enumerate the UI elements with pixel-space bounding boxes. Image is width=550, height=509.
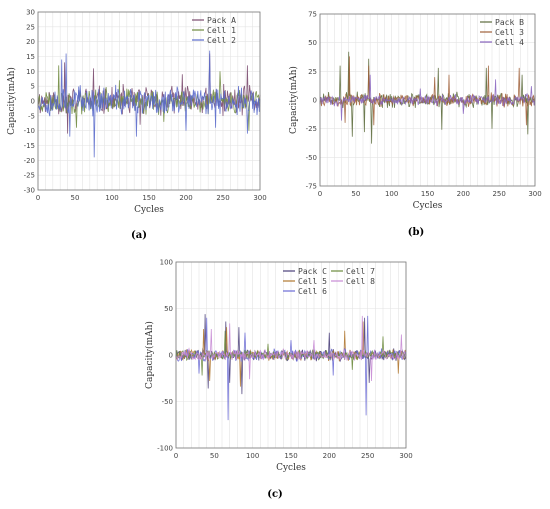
legend-entry: Cell 6 <box>298 287 327 296</box>
y-tick-label: 20 <box>26 38 35 46</box>
chart-panel-a: 0 50 100 150 200 250 300302520151050-5-10-15-2… <box>6 9 267 242</box>
y-axis-label: Capacity(mAh) <box>6 67 17 135</box>
legend-entry: Cell 8 <box>346 277 375 286</box>
x-tick-label: 50 <box>71 194 80 202</box>
legend-entry: Pack C <box>298 267 327 276</box>
x-tick-label: 0 <box>36 194 40 202</box>
x-axis-label: Cycles <box>276 463 306 473</box>
legend-entry: Cell 2 <box>207 36 236 45</box>
y-tick-label: -100 <box>157 445 173 453</box>
chart-panel-c: 0 50 100 150 200 250 300 100 50 0 -50 -100 Cycles Cap… <box>144 259 413 501</box>
y-tick-label: 0 <box>313 97 317 105</box>
panel-label: (a) <box>131 230 147 241</box>
y-tick-label: -5 <box>28 112 35 120</box>
y-tick-label: -30 <box>24 187 35 195</box>
x-tick-label: 100 <box>246 452 259 460</box>
series-line-cell-2 <box>37 50 261 158</box>
x-tick-label: 50 <box>351 190 360 198</box>
x-tick-label: 150 <box>421 190 434 198</box>
x-tick-label: 150 <box>142 194 155 202</box>
y-tick-label: 0 <box>31 98 35 106</box>
y-tick-label: -25 <box>306 125 317 133</box>
legend-entry: Cell 1 <box>207 26 236 35</box>
x-axis-label: Cycles <box>413 201 443 211</box>
y-tick-label: 10 <box>26 68 35 76</box>
legend-entry: Cell 4 <box>495 38 524 47</box>
plot-frame <box>175 261 407 449</box>
x-tick-label: 250 <box>216 194 229 202</box>
x-tick-label: 200 <box>457 190 470 198</box>
x-tick-label: 200 <box>179 194 192 202</box>
chart-panel-b: 0 50 100 150 200 250 3007550250-25-50-75Cycles… <box>288 11 542 239</box>
plot-frame <box>37 11 261 191</box>
y-tick-label: 25 <box>26 23 35 31</box>
legend-entry: Cell 5 <box>298 277 327 286</box>
y-tick-label: 50 <box>164 305 173 313</box>
y-tick-label: -15 <box>24 142 35 150</box>
legend-entry: Pack B <box>495 18 524 27</box>
legend-entry: Cell 7 <box>346 267 375 276</box>
y-tick-label: -10 <box>24 127 35 135</box>
y-tick-label: -25 <box>24 172 35 180</box>
x-tick-label: 300 <box>399 452 412 460</box>
y-tick-label: 50 <box>308 39 317 47</box>
legend-entry: Pack A <box>207 16 236 25</box>
series-line-cell-4 <box>319 74 536 121</box>
x-tick-label: 50 <box>210 452 219 460</box>
y-tick-label: -50 <box>306 154 317 162</box>
x-tick-label: 0 <box>318 190 322 198</box>
y-tick-label: 25 <box>308 68 317 76</box>
y-tick-label: 15 <box>26 53 35 61</box>
x-tick-label: 150 <box>284 452 297 460</box>
x-tick-label: 0 <box>174 452 178 460</box>
y-tick-label: 0 <box>169 352 173 360</box>
x-tick-label: 100 <box>385 190 398 198</box>
y-axis-label: Capacity(mAh) <box>288 66 299 134</box>
y-tick-label: -20 <box>24 157 35 165</box>
panel-label: (c) <box>267 489 283 500</box>
series-line-cell-8 <box>175 315 407 382</box>
y-axis-label: Capacity(mAh) <box>144 321 155 389</box>
x-tick-label: 250 <box>361 452 374 460</box>
y-tick-label: 75 <box>308 11 317 19</box>
plot-frame <box>319 13 536 187</box>
y-tick-label: 5 <box>31 83 35 91</box>
y-tick-label: -75 <box>306 183 317 191</box>
x-tick-label: 100 <box>105 194 118 202</box>
panel-label: (b) <box>408 227 424 238</box>
y-tick-label: 100 <box>160 259 173 267</box>
x-tick-label: 200 <box>323 452 336 460</box>
legend-entry: Cell 3 <box>495 28 524 37</box>
x-tick-label: 300 <box>253 194 266 202</box>
x-tick-label: 250 <box>492 190 505 198</box>
x-axis-label: Cycles <box>134 205 164 215</box>
y-tick-label: -50 <box>162 398 173 406</box>
y-tick-label: 30 <box>26 9 35 17</box>
x-tick-label: 300 <box>528 190 541 198</box>
